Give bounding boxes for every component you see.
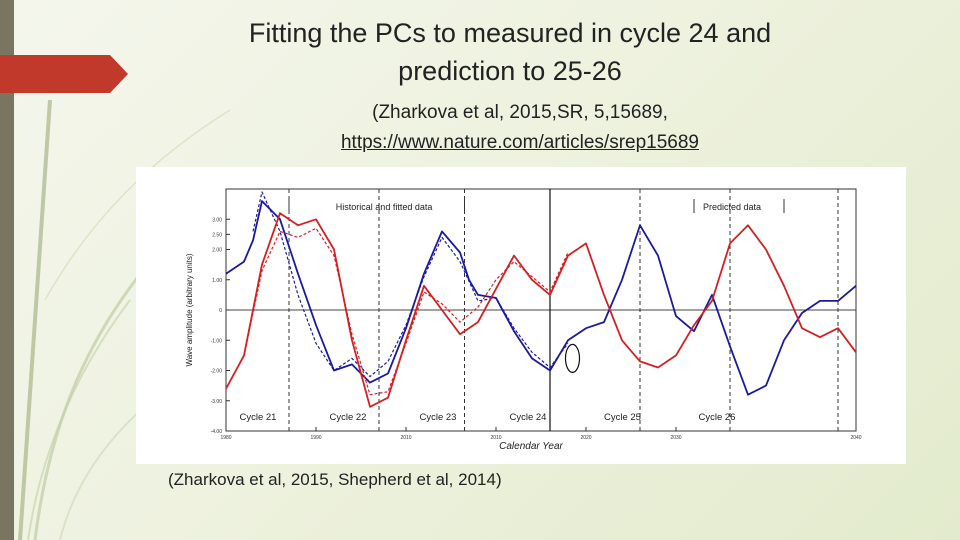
figure-caption: (Zharkova et al, 2015, Shepherd et al, 2… [168,470,502,489]
citation: (Zharkova et al, 2015,SR, 5,15689, https… [300,98,740,158]
cycle-label-22: Cycle 22 [330,412,367,423]
x-tick-label: 2020 [580,435,591,441]
chart-container: 3.00 2.50 2.00 1.00 0 -1.00 -2.00 -3.00 -4.00 198… [136,167,906,464]
x-tick-label: 2030 [670,435,681,441]
x-tick-label: 1980 [220,435,231,441]
cycle-label-26: Cycle 26 [699,412,736,423]
series-line-blue-solid-0 [225,200,857,396]
y-tick-label: -3.00 [211,399,223,405]
cycle-label-23: Cycle 23 [420,412,457,423]
series-line-blue-dashed-1 [252,191,569,378]
region-label-predicted: Predicted data [703,202,761,212]
series-line-red-solid-2 [225,212,857,408]
title-line-2: prediction to 25-26 [398,56,622,86]
cycle-label-24: Cycle 24 [510,412,547,423]
x-tick-label: 2010 [400,435,411,441]
cycle24-highlight-circle [564,343,581,373]
left-accent-bar [0,0,14,540]
region-label-historical: Historical and fitted data [336,202,433,212]
x-tick-label: 2040 [850,435,861,441]
y-axis-label: Wave amplitude (arbitrary units) [185,253,194,366]
x-tick-label: 2010 [490,435,501,441]
y-tick-label: 0 [219,308,222,314]
chart-svg: 3.00 2.50 2.00 1.00 0 -1.00 -2.00 -3.00 -4.00198… [185,188,862,452]
y-tick-label: 2.00 [212,248,222,254]
y-tick-label: -1.00 [211,338,223,344]
cycle-label-25: Cycle 25 [604,412,641,423]
y-tick-label: 1.00 [212,278,222,284]
y-tick-label: 3.00 [212,217,222,223]
citation-text: (Zharkova et al, 2015,SR, 5,15689, [372,102,668,123]
cycle-label-21: Cycle 21 [240,412,277,423]
series-line-red-dashed-3 [243,227,569,396]
y-tick-label: -2.00 [211,369,223,375]
x-axis-label: Calendar Year [499,441,563,452]
citation-link[interactable]: https://www.nature.com/articles/srep1568… [340,132,699,153]
arrow-tab [0,55,128,93]
y-tick-label: 2.50 [212,232,222,238]
title-line-1: Fitting the PCs to measured in cycle 24 … [248,18,772,48]
slide-title: Fitting the PCs to measured in cycle 24 … [150,14,870,90]
x-tick-label: 1990 [310,435,321,441]
y-tick-label: -4.00 [211,429,223,435]
